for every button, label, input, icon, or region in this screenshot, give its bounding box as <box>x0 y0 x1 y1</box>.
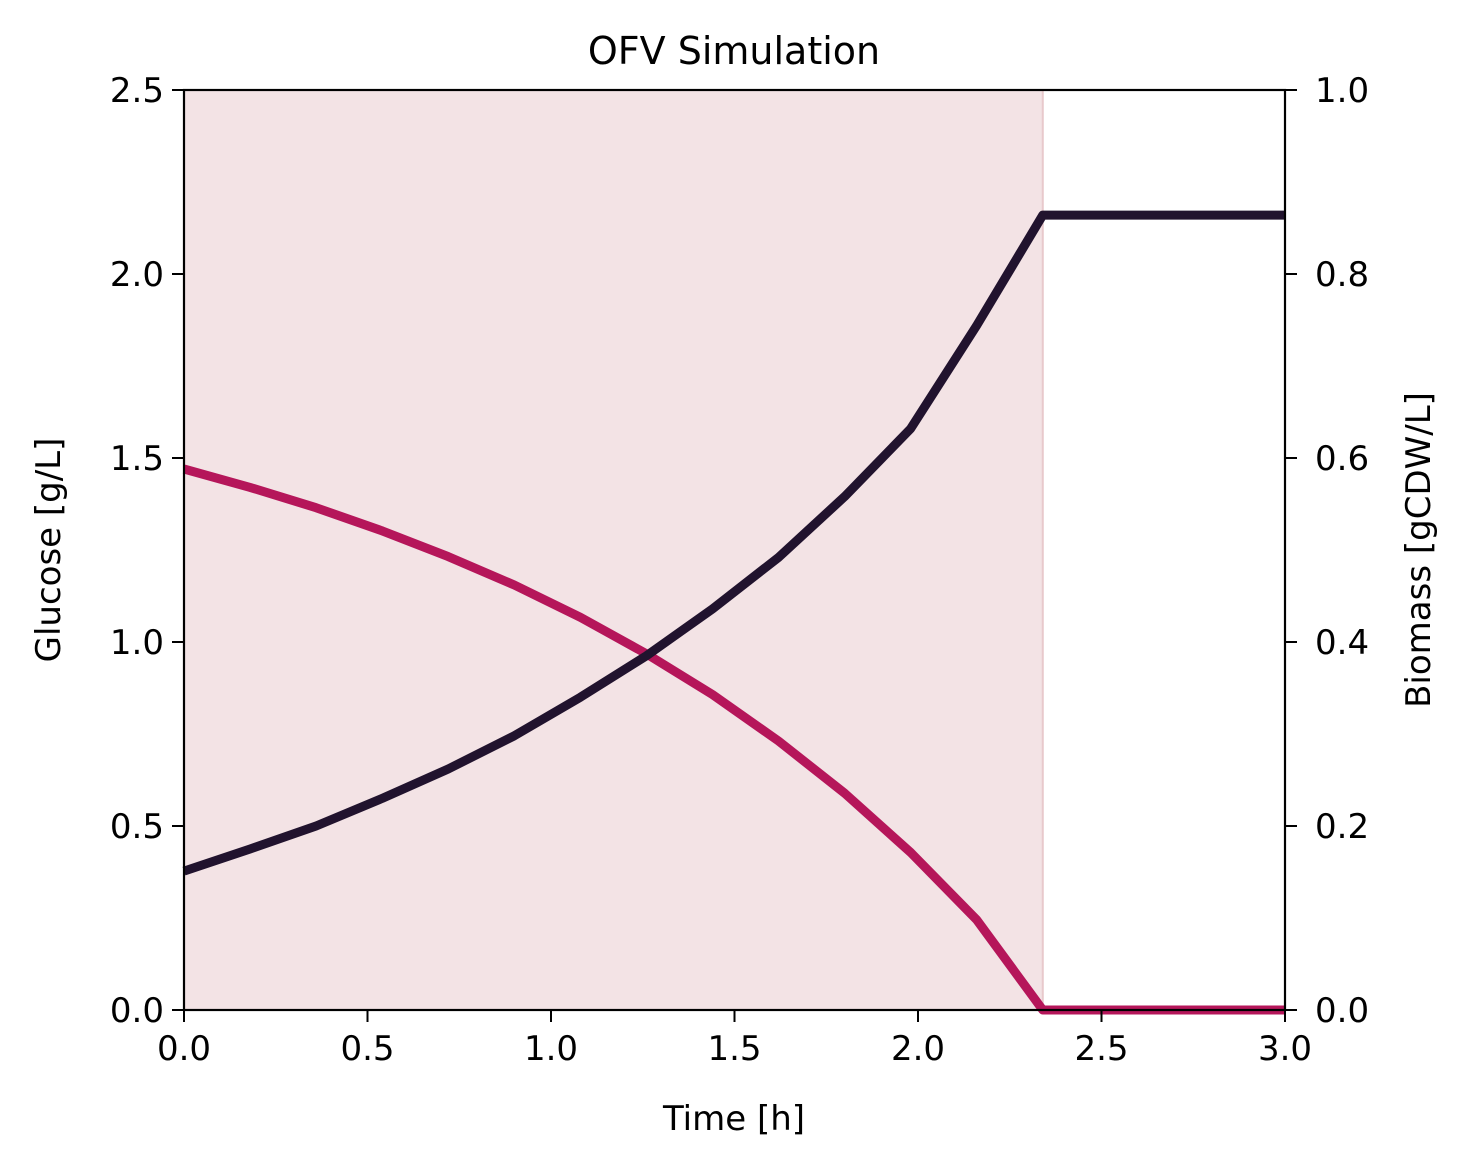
x-tick-label: 0.5 <box>340 1029 394 1069</box>
y-right-tick-label: 0.8 <box>1315 255 1369 295</box>
y-left-tick-label: 1.5 <box>110 439 164 479</box>
y-right-tick-label: 0.2 <box>1315 807 1369 847</box>
x-tick-label: 2.0 <box>891 1029 945 1069</box>
y-left-tick-label: 2.0 <box>110 255 164 295</box>
y-left-tick-label: 2.5 <box>110 71 164 111</box>
y-left-tick-label: 1.0 <box>110 623 164 663</box>
x-tick-label: 3.0 <box>1258 1029 1312 1069</box>
y-right-axis-label: Biomass [gCDW/L] <box>1399 392 1439 708</box>
series-line-biomass <box>182 210 1285 876</box>
y-left-axis-label: Glucose [g/L] <box>29 438 69 663</box>
x-tick-label: 2.5 <box>1074 1029 1128 1069</box>
y-right-tick-label: 0.0 <box>1315 991 1369 1031</box>
y-left-tick-label: 0.5 <box>110 807 164 847</box>
y-right-tick-label: 0.6 <box>1315 439 1369 479</box>
shaded-region <box>184 90 1043 1010</box>
x-tick-label: 1.5 <box>707 1029 761 1069</box>
x-tick-label: 0.0 <box>157 1029 211 1069</box>
chart-title: OFV Simulation <box>588 29 880 73</box>
y-right-tick-label: 1.0 <box>1315 71 1369 111</box>
y-right-tick-label: 0.4 <box>1315 623 1369 663</box>
y-left-axis-ticks: 0.0 0.5 1.0 1.5 2.0 2.5 <box>110 71 184 1031</box>
x-axis-ticks: 0.0 0.5 1.0 1.5 2.0 2.5 3.0 <box>157 1010 1312 1069</box>
y-right-axis-ticks: 0.0 0.2 0.4 0.6 0.8 1.0 <box>1285 71 1369 1031</box>
y-left-tick-label: 0.0 <box>110 991 164 1031</box>
x-tick-label: 1.0 <box>524 1029 578 1069</box>
x-axis-label: Time [h] <box>662 1099 805 1139</box>
